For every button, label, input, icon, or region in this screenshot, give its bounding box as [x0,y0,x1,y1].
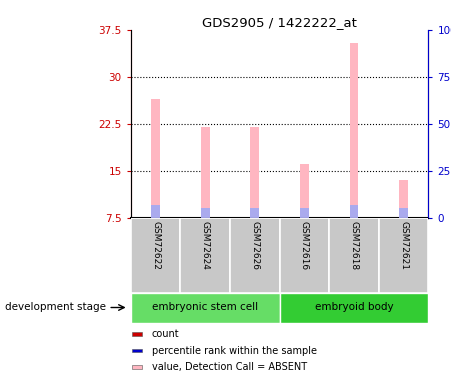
Text: embryonic stem cell: embryonic stem cell [152,303,258,312]
Text: GSM72626: GSM72626 [250,221,259,270]
Bar [329,217,379,292]
Text: embryoid body: embryoid body [315,303,393,312]
Bar [250,208,259,218]
Bar [379,217,428,292]
Bar [132,365,142,369]
Bar [132,349,142,352]
Bar [151,99,160,218]
Text: GSM72616: GSM72616 [300,221,309,270]
Text: GSM72622: GSM72622 [151,221,160,270]
Bar [300,208,309,218]
Bar [180,217,230,292]
Bar [132,333,142,336]
Title: GDS2905 / 1422222_at: GDS2905 / 1422222_at [202,16,357,29]
Bar [399,208,408,218]
Bar [250,127,259,218]
Bar [300,164,309,218]
Bar [399,180,408,218]
Bar [151,205,160,218]
Text: value, Detection Call = ABSENT: value, Detection Call = ABSENT [152,362,307,372]
Text: count: count [152,329,179,339]
Text: GSM72621: GSM72621 [399,221,408,270]
Bar [131,292,280,322]
Bar [201,127,210,218]
Bar [201,208,210,218]
Bar [280,217,329,292]
Bar [230,217,280,292]
Text: development stage: development stage [5,303,106,312]
Text: percentile rank within the sample: percentile rank within the sample [152,345,317,355]
Bar [350,42,359,218]
Bar [350,205,359,218]
Bar [280,292,428,322]
Bar [131,217,180,292]
Text: GSM72624: GSM72624 [201,221,210,270]
Text: GSM72618: GSM72618 [350,221,359,270]
